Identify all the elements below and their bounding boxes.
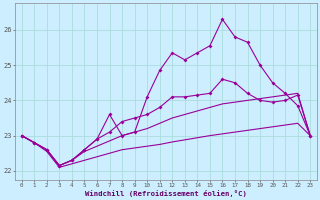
X-axis label: Windchill (Refroidissement éolien,°C): Windchill (Refroidissement éolien,°C) bbox=[85, 190, 247, 197]
